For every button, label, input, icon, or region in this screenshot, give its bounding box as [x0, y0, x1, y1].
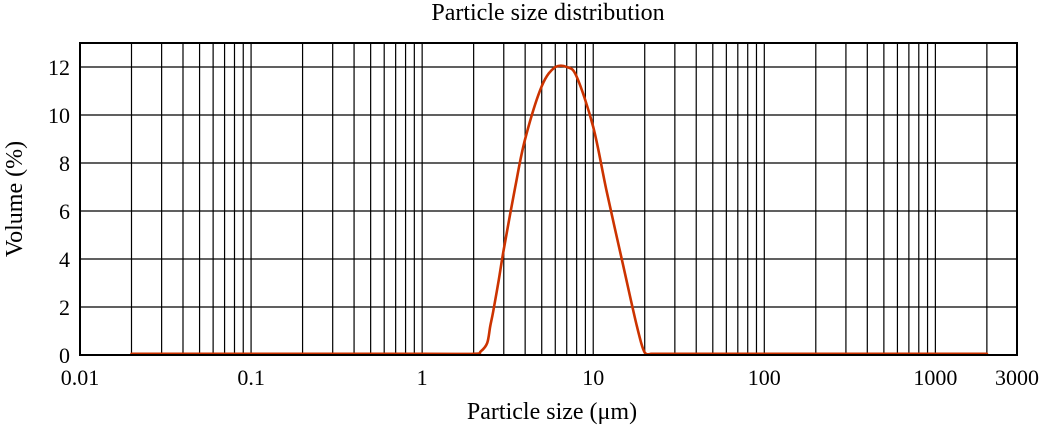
x-grid — [130, 43, 988, 355]
x-tick-label: 1 — [417, 365, 428, 390]
series-layer — [130, 64, 989, 356]
y-tick-label: 2 — [59, 295, 70, 320]
x-tick-label: 0.01 — [61, 365, 100, 390]
x-tick-label: 10 — [582, 365, 604, 390]
y-tick-label: 8 — [59, 151, 70, 176]
x-tick-label: 100 — [748, 365, 781, 390]
y-tick-label: 0 — [59, 343, 70, 368]
distribution-curve — [130, 64, 989, 356]
x-axis-label: Particle size (μm) — [467, 399, 637, 425]
y-tick-label: 4 — [59, 247, 70, 272]
y-tick-label: 6 — [59, 199, 70, 224]
plot-frame — [79, 42, 1018, 356]
x-tick-label: 0.1 — [237, 365, 265, 390]
x-tick-labels: 0.01 0.1 1 10 100 1000 3000 — [61, 365, 1039, 390]
x-tick-label: 3000 — [995, 365, 1039, 390]
y-tick-labels: 0 2 4 6 8 10 12 — [48, 55, 70, 368]
y-tick-label: 10 — [48, 103, 70, 128]
y-grid — [80, 66, 1017, 308]
y-axis-label: Volume (%) — [2, 141, 28, 257]
x-tick-label: 1000 — [913, 365, 957, 390]
chart-title: Particle size distribution — [431, 0, 664, 26]
y-tick-label: 12 — [48, 55, 70, 80]
